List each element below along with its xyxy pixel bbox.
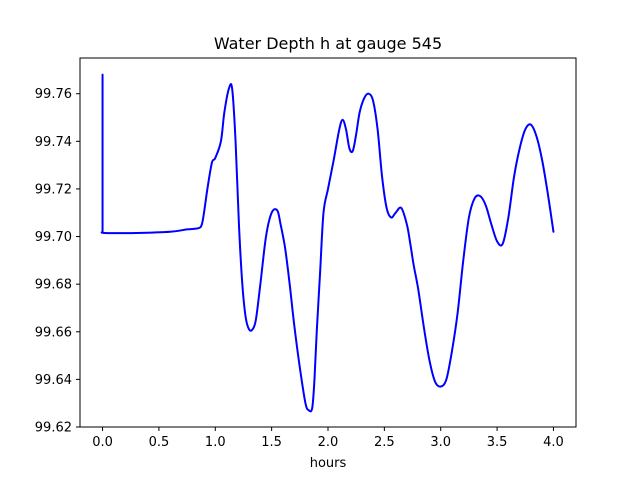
x-tick-label: 2.0 (318, 435, 339, 450)
x-tick-label: 0.0 (92, 435, 113, 450)
series-line (100, 73, 555, 413)
x-tick-label: 3.5 (487, 435, 508, 450)
x-tick-label: 2.5 (374, 435, 395, 450)
y-tick-label: 99.64 (35, 373, 72, 388)
y-tick-label: 99.76 (35, 87, 72, 102)
y-tick-label: 99.70 (35, 230, 72, 245)
x-tick-label: 3.0 (430, 435, 451, 450)
y-tick-label: 99.74 (35, 135, 72, 150)
x-tick-label: 0.5 (149, 435, 170, 450)
chart-title: Water Depth h at gauge 545 (214, 34, 442, 53)
y-axis-ticks: 99.62 99.64 99.66 99.68 99.70 99.72 99.74 99.76 (35, 87, 80, 436)
y-tick-label: 99.62 (35, 421, 72, 436)
y-tick-label: 99.68 (35, 278, 72, 293)
x-tick-label: 4.0 (543, 435, 564, 450)
x-tick-label: 1.0 (205, 435, 226, 450)
x-axis-label: hours (310, 456, 347, 471)
y-tick-label: 99.66 (35, 325, 72, 340)
y-tick-label: 99.72 (35, 182, 72, 197)
x-axis-ticks: 0.0 0.5 1.0 1.5 2.0 2.5 3.0 3.5 4.0 (92, 427, 564, 450)
plot-frame (79, 57, 577, 428)
x-tick-label: 1.5 (261, 435, 282, 450)
